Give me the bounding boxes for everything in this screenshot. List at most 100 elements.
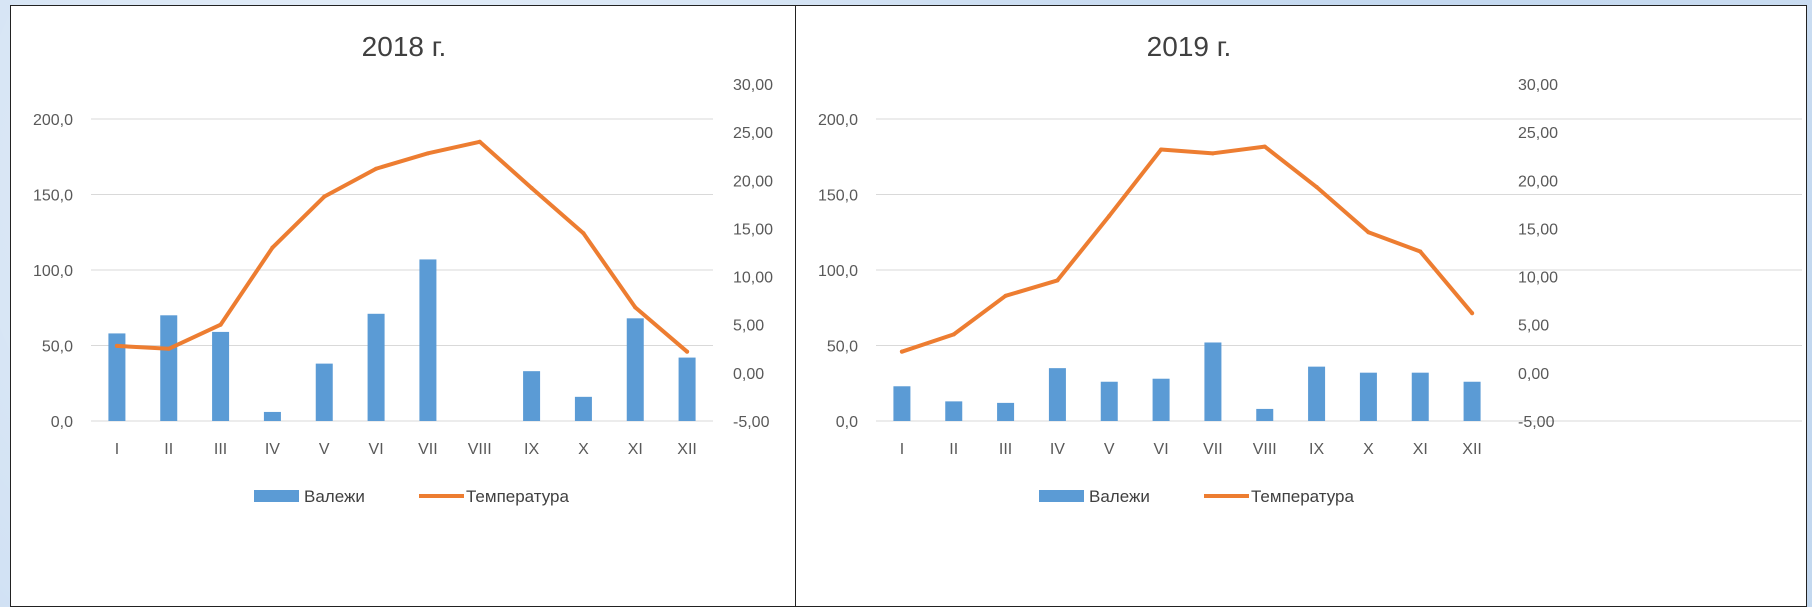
y-left-tick-label: 100,0 — [33, 263, 73, 280]
chart-2019: 2019 г. 0,0 50,0 100,0 150,0 200,0 -5,00 0,00 5,… — [818, 31, 1802, 506]
temperature-point-VII — [1210, 151, 1215, 156]
y-right-tick-label: 20,00 — [1518, 173, 1558, 190]
x-tick-label: V — [1104, 441, 1115, 458]
bar-XI — [626, 318, 644, 421]
x-tick-label: I — [115, 441, 119, 458]
y-right-tick-label: 15,00 — [1518, 221, 1558, 238]
bar-XII — [678, 357, 696, 421]
x-tick-label: III — [999, 441, 1012, 458]
temperature-point-IX — [1314, 185, 1319, 190]
y-left-tick-label: 0,0 — [836, 414, 858, 431]
legend-bars-swatch — [254, 490, 299, 502]
bar-V — [1100, 381, 1118, 421]
y-right-tick-label: 10,00 — [733, 270, 773, 287]
y-right-tick-label: 5,00 — [733, 318, 764, 335]
y-right-tick-label: 0,00 — [733, 366, 764, 383]
y-right-tick-label: 15,00 — [733, 221, 773, 238]
temperature-point-VI — [1159, 147, 1164, 152]
bar-IV — [1048, 368, 1066, 421]
y-right-tick-label: 30,00 — [1518, 77, 1558, 94]
bar-X — [1359, 372, 1377, 421]
legend-line-label: Температура — [1251, 487, 1355, 506]
y-left-tick-label: 50,0 — [42, 339, 73, 356]
temperature-point-XII — [685, 349, 690, 354]
temperature-point-VIII — [477, 139, 482, 144]
bar-II — [945, 401, 963, 421]
temperature-point-X — [581, 231, 586, 236]
x-tick-label: XII — [1462, 441, 1482, 458]
bar-I — [108, 333, 126, 421]
chart-2019-panel: 2019 г. 0,0 50,0 100,0 150,0 200,0 -5,00 0,00 5,… — [795, 5, 1807, 607]
y-right-tick-label: -5,00 — [733, 414, 770, 431]
temperature-point-I — [114, 343, 119, 348]
x-tick-label: X — [1363, 441, 1374, 458]
x-tick-label: VIII — [468, 441, 492, 458]
temperature-point-X — [1366, 230, 1371, 235]
y-left-tick-label: 150,0 — [818, 188, 858, 205]
x-tick-label: II — [164, 441, 173, 458]
x-tick-label: IV — [1050, 441, 1065, 458]
temperature-point-XI — [633, 305, 638, 310]
bar-VI — [1152, 378, 1170, 421]
x-tick-label: VII — [1203, 441, 1223, 458]
bar-X — [574, 396, 592, 421]
temperature-point-II — [166, 346, 171, 351]
chart-title-2018: 2018 г. — [362, 31, 447, 62]
temperature-point-VIII — [1262, 144, 1267, 149]
legend-bars-swatch — [1039, 490, 1084, 502]
y-left-tick-label: 200,0 — [33, 112, 73, 129]
x-tick-label: IV — [265, 441, 280, 458]
y-right-tick-label: 30,00 — [733, 77, 773, 94]
y-right-tick-label: 25,00 — [733, 125, 773, 142]
temperature-point-IV — [1055, 278, 1060, 283]
x-tick-label: V — [319, 441, 330, 458]
temperature-point-V — [1107, 213, 1112, 218]
x-tick-label: I — [900, 441, 904, 458]
bar-III — [997, 402, 1015, 421]
y-right-tick-label: -5,00 — [1518, 414, 1555, 431]
x-tick-label: VI — [1154, 441, 1169, 458]
bar-IV — [263, 411, 281, 421]
temperature-point-III — [1003, 293, 1008, 298]
x-tick-label: XII — [677, 441, 697, 458]
bar-XII — [1463, 381, 1481, 421]
bar-VI — [367, 313, 385, 421]
y-right-tick-label: 5,00 — [1518, 318, 1549, 335]
y-left-tick-label: 100,0 — [818, 263, 858, 280]
y-right-tick-label: 25,00 — [1518, 125, 1558, 142]
temperature-line — [114, 139, 690, 354]
temperature-point-IX — [529, 185, 534, 190]
legend-bars-label: Валежи — [1089, 487, 1150, 506]
x-tick-label: IX — [524, 441, 539, 458]
temperature-point-II — [951, 332, 956, 337]
temperature-line — [899, 144, 1475, 354]
chart-2018: 2018 г. 0,0 50,0 100,0 150,0 200,0 -5,00 0,00 5,… — [33, 31, 773, 506]
x-tick-label: II — [949, 441, 958, 458]
x-tick-label: III — [214, 441, 227, 458]
y-right-tick-label: 20,00 — [733, 173, 773, 190]
bar-VII — [1204, 342, 1222, 421]
temperature-point-III — [218, 322, 223, 327]
x-tick-label: VIII — [1253, 441, 1277, 458]
temperature-point-IV — [270, 245, 275, 250]
temperature-point-VII — [425, 151, 430, 156]
bar-V — [315, 363, 333, 421]
bar-VIII — [1256, 408, 1274, 421]
bar-XI — [1411, 372, 1429, 421]
y-left-tick-label: 50,0 — [827, 339, 858, 356]
temperature-point-I — [899, 349, 904, 354]
x-tick-label: IX — [1309, 441, 1324, 458]
y-left-tick-label: 200,0 — [818, 112, 858, 129]
temperature-point-XII — [1470, 311, 1475, 316]
temperature-point-VI — [374, 166, 379, 171]
x-tick-label: VI — [369, 441, 384, 458]
bar-III — [212, 331, 230, 421]
bar-IX — [523, 371, 541, 421]
temperature-point-V — [322, 194, 327, 199]
legend-line-label: Температура — [466, 487, 570, 506]
chart-title-2019: 2019 г. — [1147, 31, 1232, 62]
y-left-tick-label: 0,0 — [51, 414, 73, 431]
temperature-point-XI — [1418, 249, 1423, 254]
bar-II — [160, 315, 178, 421]
x-tick-label: XI — [1413, 441, 1428, 458]
